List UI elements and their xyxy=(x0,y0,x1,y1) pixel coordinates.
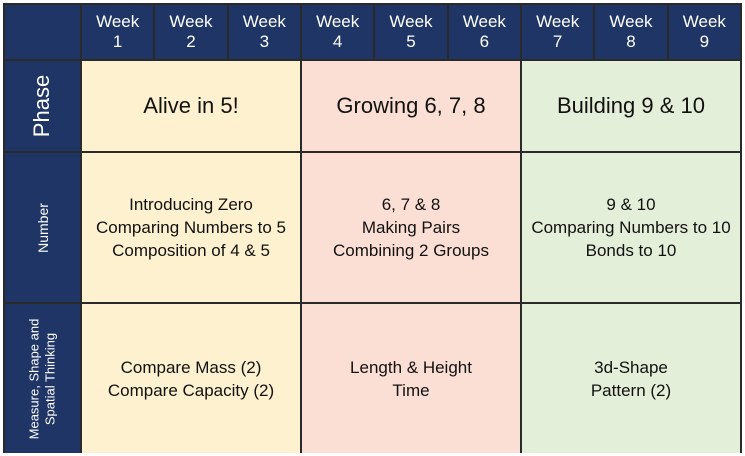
week-header-9: Week 9 xyxy=(668,5,740,59)
topic-line: Time xyxy=(392,380,430,400)
week-number: 2 xyxy=(186,32,196,51)
week-header-2: Week 2 xyxy=(155,5,227,59)
topic-line: Introducing Zero xyxy=(129,195,253,214)
topic-line: Bonds to 10 xyxy=(585,241,677,260)
week-number: 3 xyxy=(259,32,270,51)
week-number: 8 xyxy=(626,32,636,51)
week-label: Week xyxy=(96,12,140,31)
row-header-line-2: Spatial Thinking xyxy=(42,332,58,425)
row-header-line-1: Measure, Shape and xyxy=(26,318,42,439)
week-number: 9 xyxy=(699,32,710,51)
topic-line: Pattern (2) xyxy=(590,380,672,400)
phase-title: Building 9 & 10 xyxy=(557,93,705,118)
week-header-4: Week 4 xyxy=(302,5,374,59)
row-header-phase-label: Phase xyxy=(29,74,55,138)
week-label: Week xyxy=(389,12,433,31)
topic-line: Combining 2 Groups xyxy=(333,241,489,260)
topic-line: Compare Capacity (2) xyxy=(107,380,275,400)
topic-line: Composition of 4 & 5 xyxy=(112,241,270,260)
phase-cell-2: Growing 6, 7, 8 xyxy=(302,61,520,151)
number-cell-2: 6, 7 & 8 Making Pairs Combining 2 Groups xyxy=(302,153,520,302)
topic-line: Length & Height xyxy=(350,357,472,377)
week-label: Week xyxy=(609,12,653,31)
week-header-1: Week 1 xyxy=(82,5,154,59)
topic-line: 6, 7 & 8 xyxy=(381,195,441,214)
topic-line: 3d-Shape xyxy=(594,357,668,377)
row-header-number: Number xyxy=(5,153,80,302)
topic-line: 9 & 10 xyxy=(606,195,656,214)
number-cell-1: Introducing Zero Comparing Numbers to 5 … xyxy=(82,153,300,302)
week-number: 7 xyxy=(552,32,563,51)
topic-line: Compare Mass (2) xyxy=(120,357,262,377)
week-number: 4 xyxy=(332,32,343,51)
msst-cell-3: 3d-Shape Pattern (2) xyxy=(522,304,740,453)
week-header-8: Week 8 xyxy=(595,5,667,59)
week-label: Week xyxy=(316,12,360,31)
phase-title: Alive in 5! xyxy=(143,93,239,118)
row-header-measure-shape-label: Measure, Shape and Spatial Thinking xyxy=(27,318,59,439)
phase-title: Growing 6, 7, 8 xyxy=(336,93,486,118)
week-label: Week xyxy=(462,12,506,31)
topic-line: Comparing Numbers to 5 xyxy=(96,218,286,237)
row-header-measure-shape: Measure, Shape and Spatial Thinking xyxy=(5,304,80,453)
week-label: Week xyxy=(242,12,286,31)
phase-cell-3: Building 9 & 10 xyxy=(522,61,740,151)
week-header-7: Week 7 xyxy=(522,5,594,59)
row-header-number-label: Number xyxy=(34,202,51,253)
week-number: 6 xyxy=(479,32,490,51)
week-header-6: Week 6 xyxy=(448,5,520,59)
week-number: 1 xyxy=(112,32,123,51)
week-header-5: Week 5 xyxy=(375,5,447,59)
planning-grid: Week 1 Week 2 Week 3 Week 4 Week 5 Week 6 Week… xyxy=(3,3,742,453)
week-label: Week xyxy=(682,12,726,31)
row-header-phase: Phase xyxy=(5,61,80,151)
week-header-3: Week 3 xyxy=(228,5,300,59)
phase-cell-1: Alive in 5! xyxy=(82,61,300,151)
topic-line: Comparing Numbers to 10 xyxy=(531,218,731,237)
week-label: Week xyxy=(169,12,213,31)
msst-cell-1: Compare Mass (2) Compare Capacity (2) xyxy=(82,304,300,453)
week-number: 5 xyxy=(406,32,416,51)
number-cell-3: 9 & 10 Comparing Numbers to 10 Bonds to … xyxy=(522,153,740,302)
msst-cell-2: Length & Height Time xyxy=(302,304,520,453)
topic-line: Making Pairs xyxy=(361,218,461,237)
week-label: Week xyxy=(536,12,580,31)
corner-cell xyxy=(5,5,80,59)
